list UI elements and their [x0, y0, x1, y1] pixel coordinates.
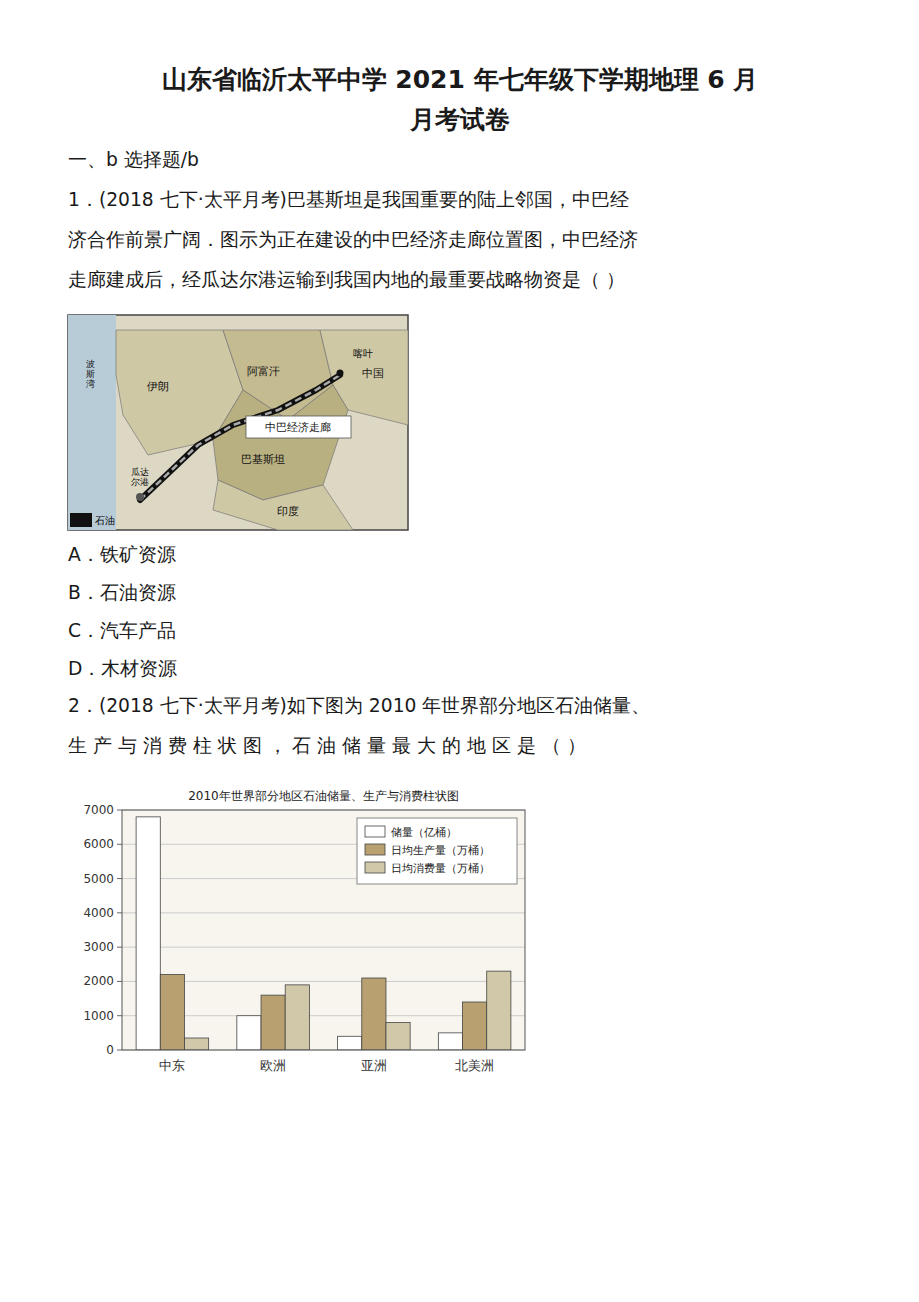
bar — [237, 1016, 261, 1050]
x-tick-label: 北美洲 — [455, 1058, 494, 1073]
x-tick-label: 亚洲 — [361, 1058, 387, 1073]
map-label: 阿富汗 — [247, 365, 280, 378]
bar — [438, 1033, 462, 1050]
y-tick — [117, 1050, 122, 1051]
text-line: 中巴经济走廊 — [265, 421, 331, 434]
gulf — [88, 325, 116, 473]
y-tick-label: 1000 — [83, 1009, 114, 1023]
title: 月考试卷 — [409, 105, 510, 134]
y-tick — [117, 810, 122, 811]
map: 中巴经济走廊 伊朗 阿富汗 喀叶中国巴基斯坦印度 瓜达尔港 波斯湾石油 — [68, 315, 408, 530]
text-line: 伊朗 — [147, 380, 169, 393]
legend-box — [357, 818, 517, 884]
map-label: 中国 — [362, 367, 384, 380]
y-tick-label: 6000 — [83, 837, 114, 851]
bar — [136, 817, 160, 1050]
y-tick-label: 3000 — [83, 940, 114, 954]
y-tick — [117, 1015, 122, 1016]
map-label: 波斯湾 — [86, 359, 95, 389]
y-tick-label: 4000 — [83, 906, 114, 920]
y-tick — [117, 912, 122, 913]
city-dot — [337, 370, 344, 377]
bar — [160, 975, 184, 1050]
y-tick — [117, 878, 122, 879]
chart-title: 2010年世界部分地区石油储量、生产与消费柱状图 — [188, 789, 459, 803]
corridor-label-box — [246, 416, 351, 438]
bar — [386, 1023, 410, 1050]
legend: 储量（亿桶） 日均生产量（万桶） 日均消费量（万桶） — [357, 818, 517, 884]
text-line: 瓜达 — [131, 467, 149, 477]
x-tick-label: 欧洲 — [260, 1058, 286, 1073]
legend-label: 日均生产量（万桶） — [391, 844, 490, 857]
page: 山东省临沂太平中学 2021 年七年级下学期地理 6 月月考试卷一、b 选择题/… — [0, 0, 919, 1302]
option: C．汽车产品 — [68, 620, 176, 641]
question-text: 济合作前景广阔．图示为正在建设的中巴经济走廊位置图，中巴经济 — [68, 229, 638, 250]
text-line: 巴基斯坦 — [241, 453, 285, 466]
text-line: 波 — [86, 359, 95, 369]
section: 一、b 选择题/b — [68, 149, 199, 170]
text-line: 中国 — [362, 367, 384, 380]
bar — [338, 1036, 362, 1050]
question-text: 1．(2018 七下·太平月考)巴基斯坦是我国重要的陆上邻国，中巴经 — [68, 189, 629, 210]
map-label: 印度 — [277, 505, 299, 518]
grid-line — [122, 912, 525, 913]
text-line: 斯 — [86, 369, 95, 379]
option: A．铁矿资源 — [68, 544, 176, 565]
legend-label: 储量（亿桶） — [391, 826, 457, 839]
y-tick-label: 5000 — [83, 872, 114, 886]
bars — [136, 817, 511, 1050]
question-text: 走廊建成后，经瓜达尔港运输到我国内地的最重要战略物资是（ ） — [68, 269, 625, 290]
question-text: 2．(2018 七下·太平月考)如下图为 2010 年世界部分地区石油储量、 — [68, 695, 650, 716]
grid-line — [122, 947, 525, 948]
plot-frame — [122, 810, 525, 1050]
y-tick-label: 7000 — [83, 803, 114, 817]
map-label: 伊朗 — [147, 380, 169, 393]
legend-label: 日均消费量（万桶） — [391, 862, 490, 875]
legend-swatch — [365, 844, 385, 855]
text-line: 喀叶 — [353, 348, 373, 359]
question-text: 生 产 与 消 费 柱 状 图 ， 石 油 储 量 最 大 的 地 区 是 （ … — [68, 735, 586, 756]
background — [0, 0, 919, 1302]
option: D．木材资源 — [68, 658, 177, 679]
text-line: 湾 — [86, 379, 95, 389]
bar — [285, 985, 309, 1050]
text-line: 阿富汗 — [247, 365, 280, 378]
bar — [261, 995, 285, 1050]
text-line: 印度 — [277, 505, 299, 518]
legend-swatch — [365, 862, 385, 873]
bar — [487, 971, 511, 1050]
option: B．石油资源 — [68, 582, 176, 603]
map-label: 巴基斯坦 — [241, 453, 285, 466]
plot-area — [122, 810, 525, 1050]
map-label: 中巴经济走廊 — [265, 421, 331, 434]
region — [213, 480, 353, 530]
bar-chart: 2010年世界部分地区石油储量、生产与消费柱状图 0 1000 2000 3000 400… — [83, 789, 525, 1073]
y-tick — [117, 981, 122, 982]
y-tick-label: 0 — [106, 1043, 114, 1057]
oil-key — [70, 513, 92, 527]
port-dot — [136, 493, 144, 501]
title: 山东省临沂太平中学 2021 年七年级下学期地理 6 月 — [162, 65, 759, 94]
text-line: 尔港 — [131, 477, 149, 487]
y-tick — [117, 947, 122, 948]
legend-swatch — [365, 826, 385, 837]
bar — [362, 978, 386, 1050]
region — [213, 385, 348, 500]
map-label: 石油 — [95, 515, 115, 526]
map-label: 瓜达尔港 — [131, 467, 149, 487]
bar — [463, 1002, 487, 1050]
y-tick-label: 2000 — [83, 974, 114, 988]
sea — [68, 315, 116, 530]
map-label: 喀叶 — [353, 348, 373, 359]
map-frame — [68, 315, 408, 530]
text-line: 石油 — [95, 515, 115, 526]
bar — [184, 1038, 208, 1050]
y-tick — [117, 844, 122, 845]
x-tick-label: 中东 — [159, 1058, 185, 1073]
